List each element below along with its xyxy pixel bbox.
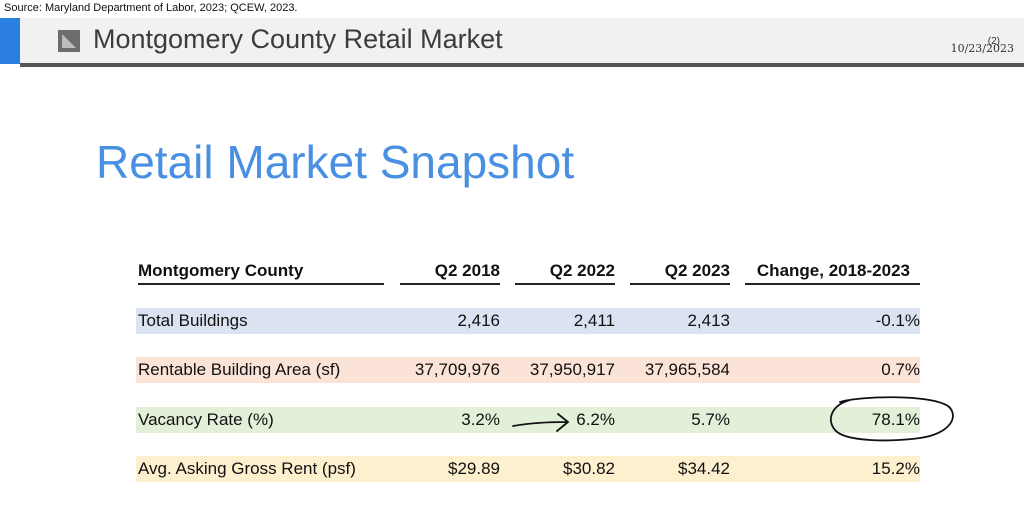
header-accent xyxy=(0,18,20,64)
cell-q2-2022: 6.2% xyxy=(576,410,615,429)
header-date: 10/23/2023 xyxy=(950,42,1014,55)
cell-change: 78.1% xyxy=(871,410,920,429)
row-label: Vacancy Rate (%) xyxy=(138,410,274,429)
header-underline xyxy=(515,283,615,285)
hand-drawn-arrow xyxy=(512,413,570,432)
header-underline xyxy=(630,283,730,285)
cell-q2-2018: $29.89 xyxy=(448,459,500,478)
cell-q2-2023: $34.42 xyxy=(678,459,730,478)
header-title: Montgomery County Retail Market xyxy=(93,24,503,54)
page-number: (2) xyxy=(987,36,1000,47)
row-label: Rentable Building Area (sf) xyxy=(138,360,341,379)
row-band xyxy=(136,407,920,433)
column-header-county: Montgomery County xyxy=(138,261,304,280)
cell-q2-2018: 2,416 xyxy=(457,311,500,330)
hand-drawn-circle xyxy=(830,396,954,442)
cell-q2-2023: 2,413 xyxy=(687,311,730,330)
cell-change: -0.1% xyxy=(875,311,920,330)
header-divider xyxy=(20,63,1024,67)
row-band xyxy=(136,456,920,482)
header-bar: Montgomery County Retail Market (2) 10/2… xyxy=(0,18,1024,67)
header-underline xyxy=(745,283,920,285)
cell-q2-2023: 5.7% xyxy=(691,410,730,429)
header-underline xyxy=(138,283,384,285)
cell-q2-2018: 37,709,976 xyxy=(414,360,500,379)
logo-icon xyxy=(58,30,80,52)
header-underline xyxy=(400,283,500,285)
cell-q2-2022: $30.82 xyxy=(563,459,615,478)
slide-title: Retail Market Snapshot xyxy=(96,136,575,188)
cell-change: 15.2% xyxy=(871,459,920,478)
row-band xyxy=(136,357,920,383)
cell-q2-2022: 2,411 xyxy=(573,311,615,330)
row-band xyxy=(136,308,920,334)
column-header-q2-2022: Q2 2022 xyxy=(549,261,615,280)
column-header-q2-2018: Q2 2018 xyxy=(434,261,500,280)
cell-change: 0.7% xyxy=(881,360,920,379)
cell-q2-2023: 37,965,584 xyxy=(644,360,730,379)
column-header-q2-2023: Q2 2023 xyxy=(664,261,730,280)
column-header-change: Change, 2018-2023 xyxy=(756,261,910,280)
row-label: Avg. Asking Gross Rent (psf) xyxy=(138,459,356,478)
cell-q2-2022: 37,950,917 xyxy=(529,360,615,379)
row-label: Total Buildings xyxy=(138,311,248,330)
source-note: Source: Maryland Department of Labor, 20… xyxy=(4,2,298,14)
cell-q2-2018: 3.2% xyxy=(461,410,500,429)
